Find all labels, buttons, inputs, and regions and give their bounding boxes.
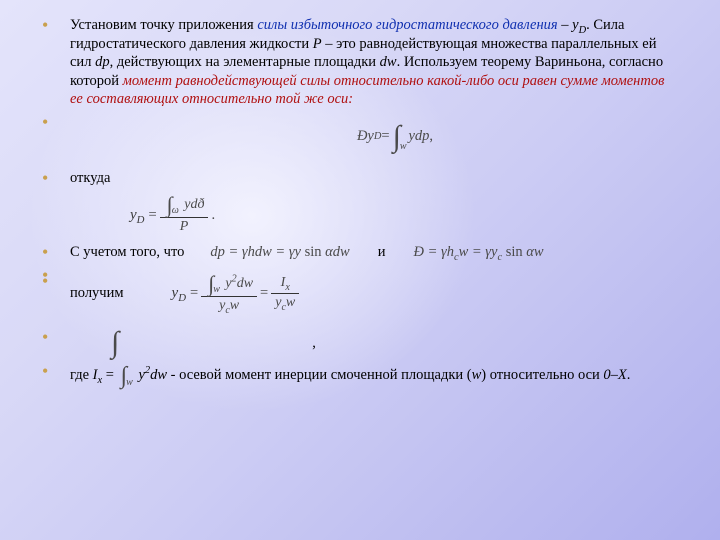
frac-den: ycw (215, 297, 243, 316)
den2b: w (286, 295, 295, 310)
expr-D: Ð = γhcw = γyc sin αw (413, 243, 543, 262)
bullet-item-spacer-1 (70, 266, 680, 268)
text-emphasis-red: момент равнодействующей силы относительн… (70, 73, 664, 108)
axis-label: 0–X (603, 367, 626, 383)
fraction-1: ∫ ω ydð P (160, 193, 209, 237)
var-w: w (472, 367, 482, 383)
sin-text: sin (301, 244, 325, 260)
text-run: , действующих на элементарные площадки (110, 54, 380, 70)
var-dw: dw (380, 54, 397, 70)
var-y-sub: D (579, 25, 587, 36)
integral-icon: ∫ ω (166, 194, 179, 216)
bullet-item-eq1: ÐyD = ∫ w ydp , (70, 113, 680, 165)
text-run: где (70, 367, 93, 383)
bullet-item-whence: откуда yD = ∫ ω ydð P . (70, 169, 680, 240)
eq-sign: = (148, 206, 156, 225)
equation-3: yD = ∫ w y2dw ycw = (132, 272, 303, 316)
integral-sign: ∫ (120, 364, 129, 388)
integral-icon: ∫ (110, 328, 120, 358)
integral-sign: ∫ (110, 328, 120, 358)
eq-sign-2: = (260, 284, 268, 303)
var-p: P (313, 36, 322, 52)
eq-sign: = (190, 284, 198, 303)
eq2-y: y (130, 207, 137, 223)
frac-den: P (176, 218, 193, 237)
bullet-item-eq4: ∫ , (70, 328, 680, 358)
text-run: ) относительно оси (481, 367, 603, 383)
expr2d: αw (526, 244, 543, 260)
equation-1: ÐyD = ∫ w ydp , (70, 113, 680, 161)
sin-text-2: sin (502, 244, 526, 260)
equation-2: yD = ∫ ω ydð P . (70, 191, 680, 239)
integral-icon: ∫w (120, 364, 133, 388)
text-run: = (102, 367, 117, 383)
expr2b: w = γy (459, 244, 498, 260)
slide-content: Установим точку приложения силы избыточн… (0, 0, 720, 408)
frac-num: ∫ ω ydð (160, 193, 209, 217)
eq-sign: = (381, 127, 389, 146)
num-expr: ydð (184, 198, 204, 213)
bullet-item-given: С учетом того, что dp = γhdw = γy sin αd… (70, 243, 680, 262)
eq1-lhs: Ðy (357, 127, 374, 146)
eq2-tail: . (211, 206, 215, 225)
eq4-tail: , (122, 334, 316, 353)
bullet-item-intro: Установим точку приложения силы избыточн… (70, 16, 680, 109)
text-run: Установим точку приложения (70, 17, 257, 33)
text-run: откуда (70, 170, 110, 186)
eq3-y-sub: D (178, 292, 186, 304)
fraction-3: Ix ycw (271, 274, 299, 313)
num1b: dw (237, 276, 253, 291)
text-and: и (358, 243, 406, 262)
frac-num: Ix (277, 274, 294, 293)
result-row: получим yD = ∫ w y2dw ycw (70, 272, 680, 316)
eq3-lhs: yD (172, 284, 186, 303)
text-lead: С учетом того, что (70, 243, 184, 262)
eq2-y-sub: D (137, 214, 145, 226)
eq1-integrand: ydp (408, 127, 429, 146)
bullet-item-result: получим yD = ∫ w y2dw ycw (70, 272, 680, 324)
expr2a: Ð = γh (413, 244, 453, 260)
var-y2: y (135, 367, 145, 383)
bullet-item-where: где Ix = ∫w y2dw - осевой момент инерции… (70, 362, 680, 388)
eq1-tail: , (429, 127, 433, 146)
den1b: w (230, 298, 239, 313)
frac-den: ycw (271, 294, 299, 313)
text-run: . (627, 367, 631, 383)
bullet-list: Установим точку приложения силы избыточн… (70, 16, 680, 388)
frac-num: ∫ w y2dw (201, 272, 257, 296)
var-dw: dw (150, 367, 167, 383)
given-row: С учетом того, что dp = γhdw = γy sin αd… (70, 243, 680, 262)
integral-icon: ∫ w (207, 273, 220, 295)
eq2-lhs: yD (130, 206, 144, 225)
text-lead: получим (70, 284, 124, 303)
integral-sign: ∫ (166, 194, 174, 216)
text-emphasis-blue: силы избыточного гидростатического давле… (257, 17, 557, 33)
expr1a: dp = γhdw = γy (210, 244, 301, 260)
num2a-sub: x (285, 282, 289, 293)
expr1c: αdw (325, 244, 350, 260)
var-dp: dp (95, 54, 110, 70)
expr-dp: dp = γhdw = γy sin αdw (192, 243, 349, 262)
integral-icon: ∫ w (392, 122, 407, 152)
fraction-2: ∫ w y2dw ycw (201, 272, 257, 316)
integral-sign: ∫ (207, 273, 215, 295)
equation-4: ∫ , (70, 328, 680, 358)
integral-sign: ∫ (392, 122, 402, 152)
text-run: – (558, 17, 573, 33)
text-run: - осевой момент инерции смоченной площад… (167, 367, 472, 383)
